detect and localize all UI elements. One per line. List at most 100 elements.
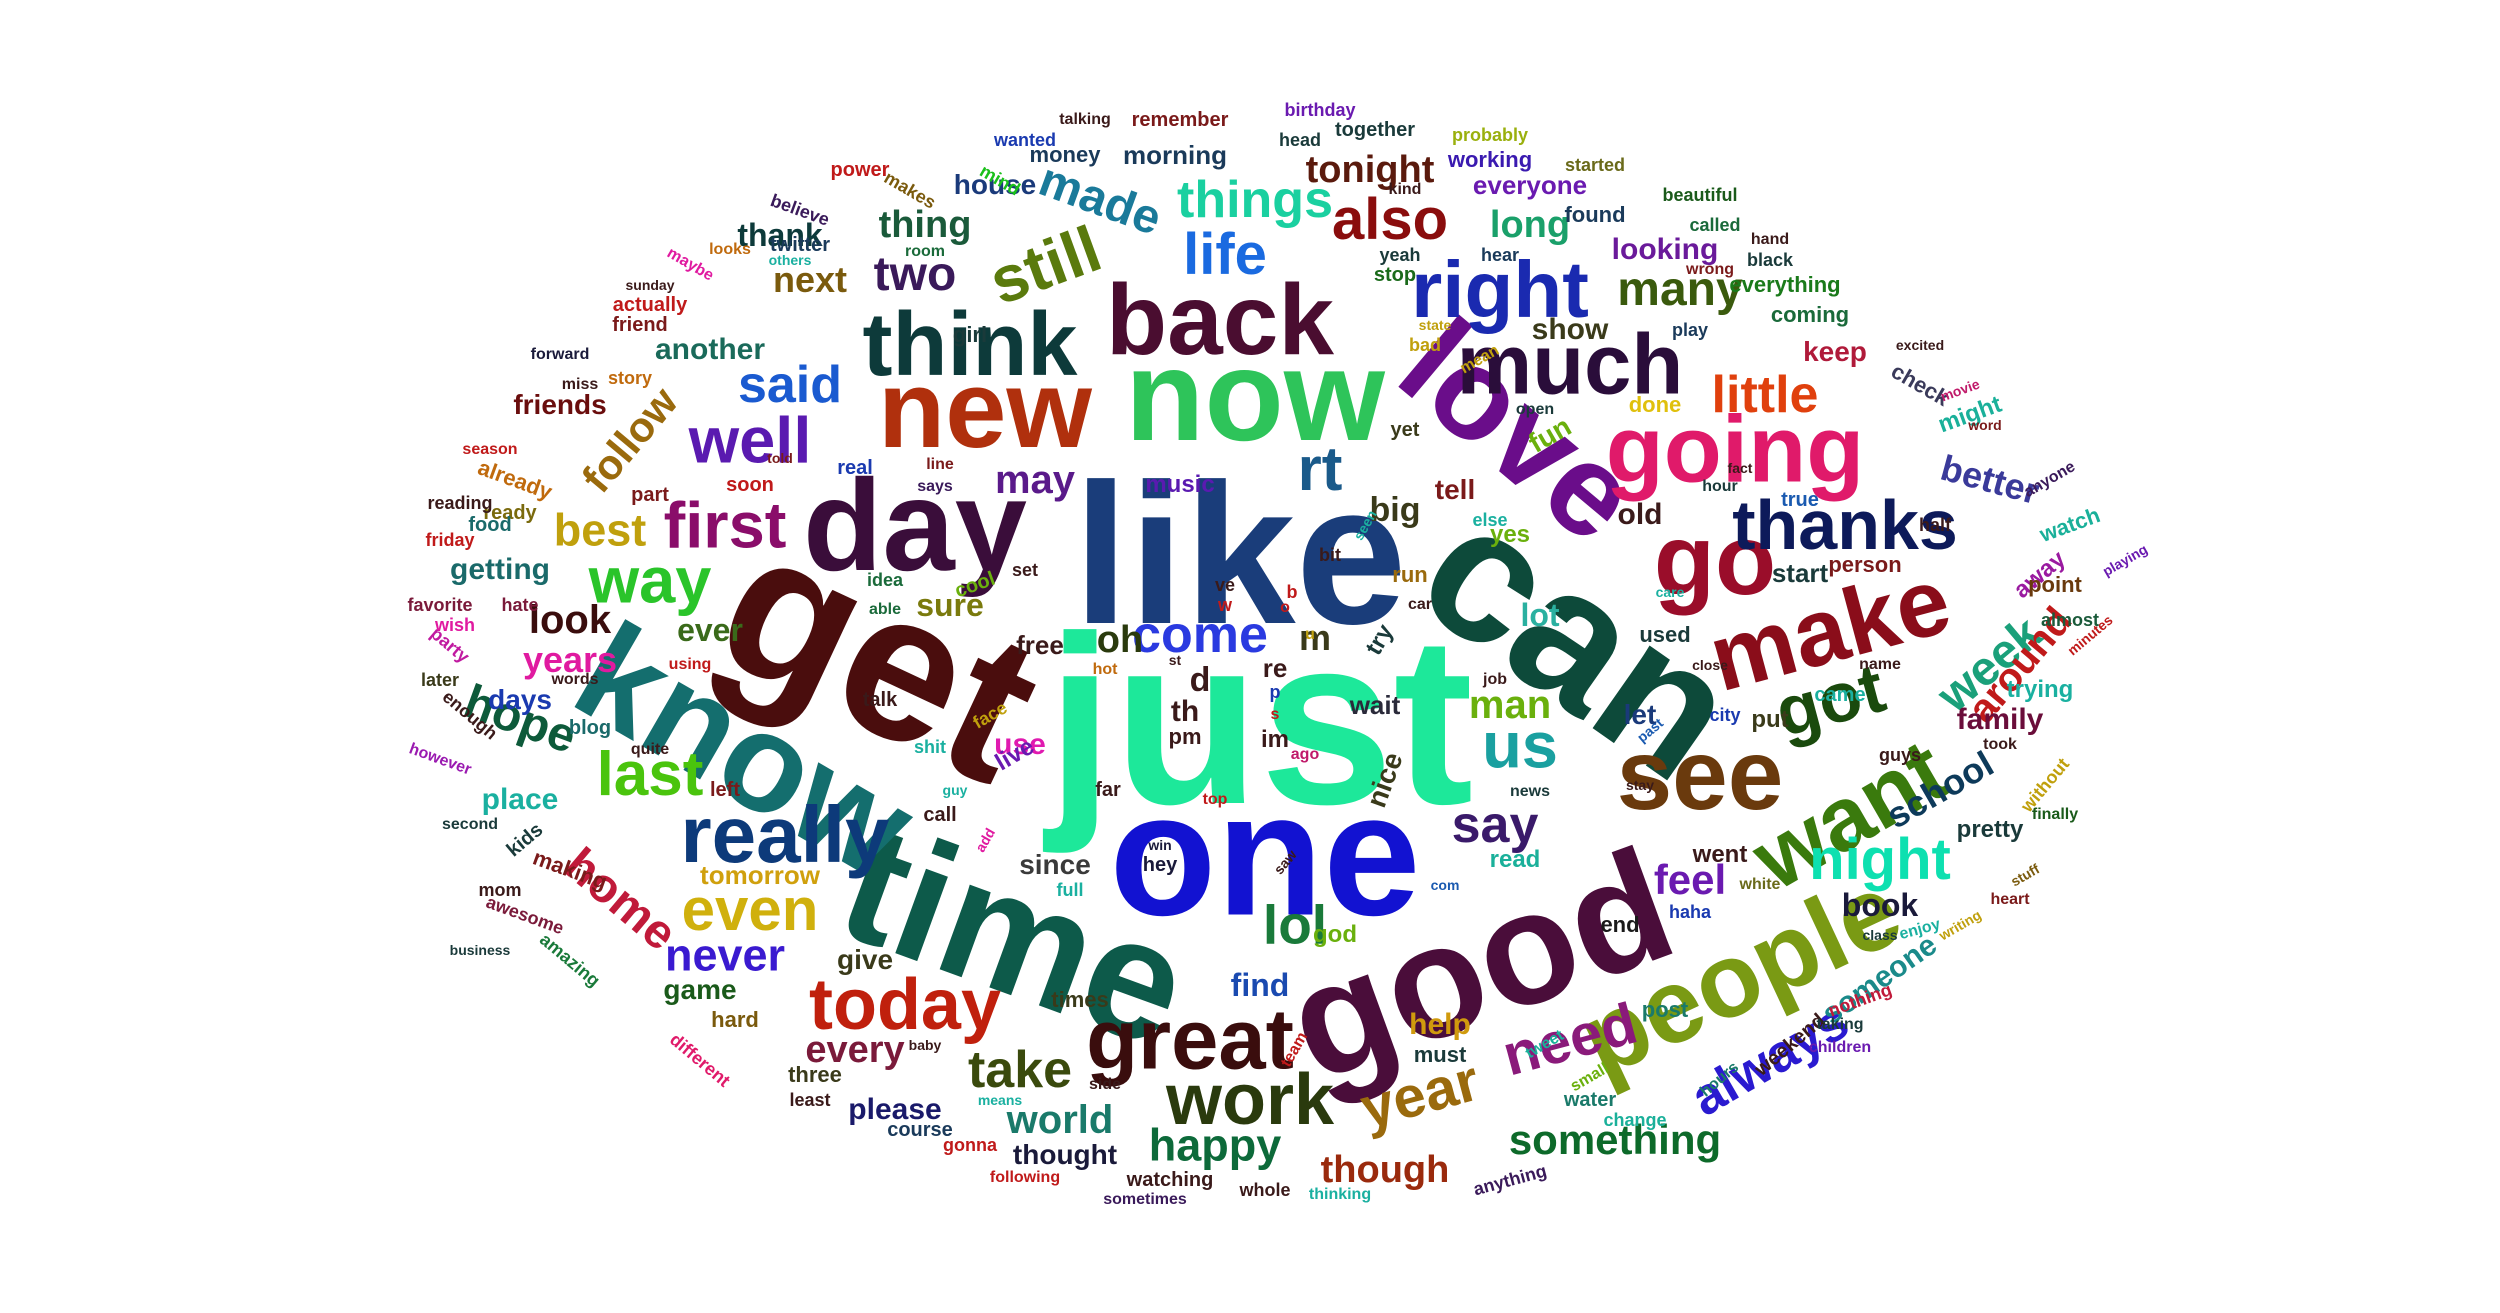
cloud-word-271: name (1859, 656, 1901, 673)
cloud-word-151: wish (434, 615, 476, 635)
cloud-word-289: god (1313, 921, 1357, 948)
cloud-word-219: birthday (1284, 100, 1356, 120)
cloud-word-95: days (488, 684, 552, 715)
cloud-word-178: anything (1471, 1160, 1549, 1200)
cloud-word-239: idea (866, 570, 904, 590)
cloud-word-42: said (737, 356, 843, 414)
cloud-word-264: stay (1625, 777, 1655, 793)
cloud-word-86: another (654, 333, 766, 366)
cloud-word-243: quite (630, 741, 670, 758)
cloud-word-14: see (1616, 719, 1784, 831)
cloud-word-136: working (1447, 147, 1533, 172)
cloud-word-242: set (1011, 560, 1039, 580)
cloud-word-259: top (1202, 791, 1228, 808)
cloud-word-139: money (1029, 142, 1101, 167)
cloud-word-166: different (665, 1029, 735, 1091)
cloud-word-59: feel (1653, 856, 1727, 903)
cloud-word-106: use (994, 728, 1046, 761)
cloud-word-26: work (1165, 1060, 1335, 1140)
cloud-word-203: excited (1895, 337, 1945, 353)
cloud-word-78: book (1841, 887, 1919, 923)
cloud-word-245: words (551, 671, 599, 688)
cloud-word-115: everyone (1472, 170, 1588, 200)
cloud-word-36: even (681, 876, 819, 943)
cloud-word-118: post (1641, 997, 1689, 1022)
cloud-word-55: never (664, 929, 786, 981)
cloud-word-159: second (441, 816, 499, 833)
cloud-word-298: b (1286, 582, 1298, 602)
cloud-word-129: run (1392, 562, 1428, 587)
cloud-word-29: well (688, 403, 812, 477)
cloud-word-300: u (1305, 626, 1315, 643)
cloud-word-261: ago (1290, 746, 1320, 763)
cloud-word-112: pretty (1956, 816, 2024, 843)
cloud-word-279: yet (1390, 419, 1420, 441)
cloud-word-135: found (1564, 202, 1626, 227)
cloud-word-262: com (1430, 877, 1460, 893)
cloud-word-293: pm (1168, 724, 1202, 749)
cloud-word-200: anyone (2021, 458, 2079, 501)
cloud-word-18: go (1653, 504, 1777, 616)
cloud-word-165: amazing (535, 929, 605, 991)
cloud-word-221: wanted (993, 130, 1057, 150)
cloud-word-96: since (1019, 849, 1091, 880)
cloud-word-11: new (878, 348, 1092, 471)
cloud-word-111: trying (2006, 676, 2074, 703)
cloud-word-73: though (1320, 1149, 1450, 1191)
cloud-word-272: job (1483, 671, 1507, 688)
cloud-word-45: little (1711, 366, 1819, 424)
cloud-word-180: change (1603, 1110, 1667, 1130)
cloud-word-132: everything (1729, 272, 1841, 297)
cloud-word-72: every (805, 1029, 905, 1071)
cloud-word-15: going (1605, 396, 1865, 503)
cloud-word-60: world (1006, 1098, 1114, 1142)
cloud-word-192: stuff (2007, 860, 2043, 890)
cloud-word-56: something (1508, 1116, 1722, 1163)
cloud-word-69: thing (878, 204, 972, 246)
cloud-word-195: took (1983, 736, 2017, 753)
cloud-word-163: awesome (483, 891, 567, 939)
cloud-word-189: class (1862, 927, 1898, 943)
cloud-word-32: still (979, 211, 1111, 319)
cloud-word-285: side (1088, 1076, 1122, 1093)
cloud-word-4: one (1109, 757, 1421, 953)
cloud-word-276: bit (1319, 545, 1341, 565)
cloud-word-281: bad (1408, 335, 1442, 355)
cloud-word-76: please (848, 1093, 942, 1126)
cloud-word-87: old (1617, 498, 1663, 531)
cloud-word-177: thinking (1308, 1186, 1372, 1203)
cloud-word-98: family (1956, 703, 2044, 736)
cloud-word-131: point (2028, 572, 2082, 597)
cloud-word-193: finally (2031, 806, 2079, 823)
cloud-word-16: think (862, 295, 1078, 395)
cloud-word-257: win (1148, 837, 1172, 853)
cloud-word-197: almost (2040, 610, 2100, 630)
cloud-word-107: wait (1349, 690, 1401, 720)
cloud-word-296: w (1217, 595, 1233, 615)
cloud-word-75: oh (1096, 619, 1144, 661)
cloud-word-215: beautiful (1662, 185, 1738, 205)
cloud-word-9: day (802, 452, 1028, 598)
cloud-word-67: long (1489, 204, 1571, 246)
cloud-word-236: real (837, 457, 873, 479)
cloud-word-233: story (607, 368, 653, 388)
cloud-word-254: full (1056, 880, 1084, 900)
cloud-word-204: half (1918, 515, 1952, 535)
cloud-word-90: game (663, 974, 737, 1005)
cloud-word-83: thank (737, 217, 823, 253)
cloud-word-269: close (1692, 657, 1728, 673)
cloud-word-147: food (468, 514, 512, 536)
cloud-word-127: end (1600, 912, 1640, 937)
cloud-word-179: water (1563, 1089, 1617, 1111)
cloud-word-35: also (1331, 187, 1449, 252)
cloud-word-275: else (1472, 510, 1508, 530)
cloud-word-213: black (1746, 250, 1794, 270)
cloud-word-63: may (994, 458, 1076, 502)
cloud-word-220: talking (1059, 111, 1111, 128)
cloud-word-270: came (1814, 684, 1866, 706)
cloud-word-37: us (1482, 708, 1558, 782)
cloud-word-278: open (1515, 401, 1555, 418)
cloud-word-205: true (1781, 489, 1819, 511)
cloud-word-290: m (1298, 617, 1332, 658)
